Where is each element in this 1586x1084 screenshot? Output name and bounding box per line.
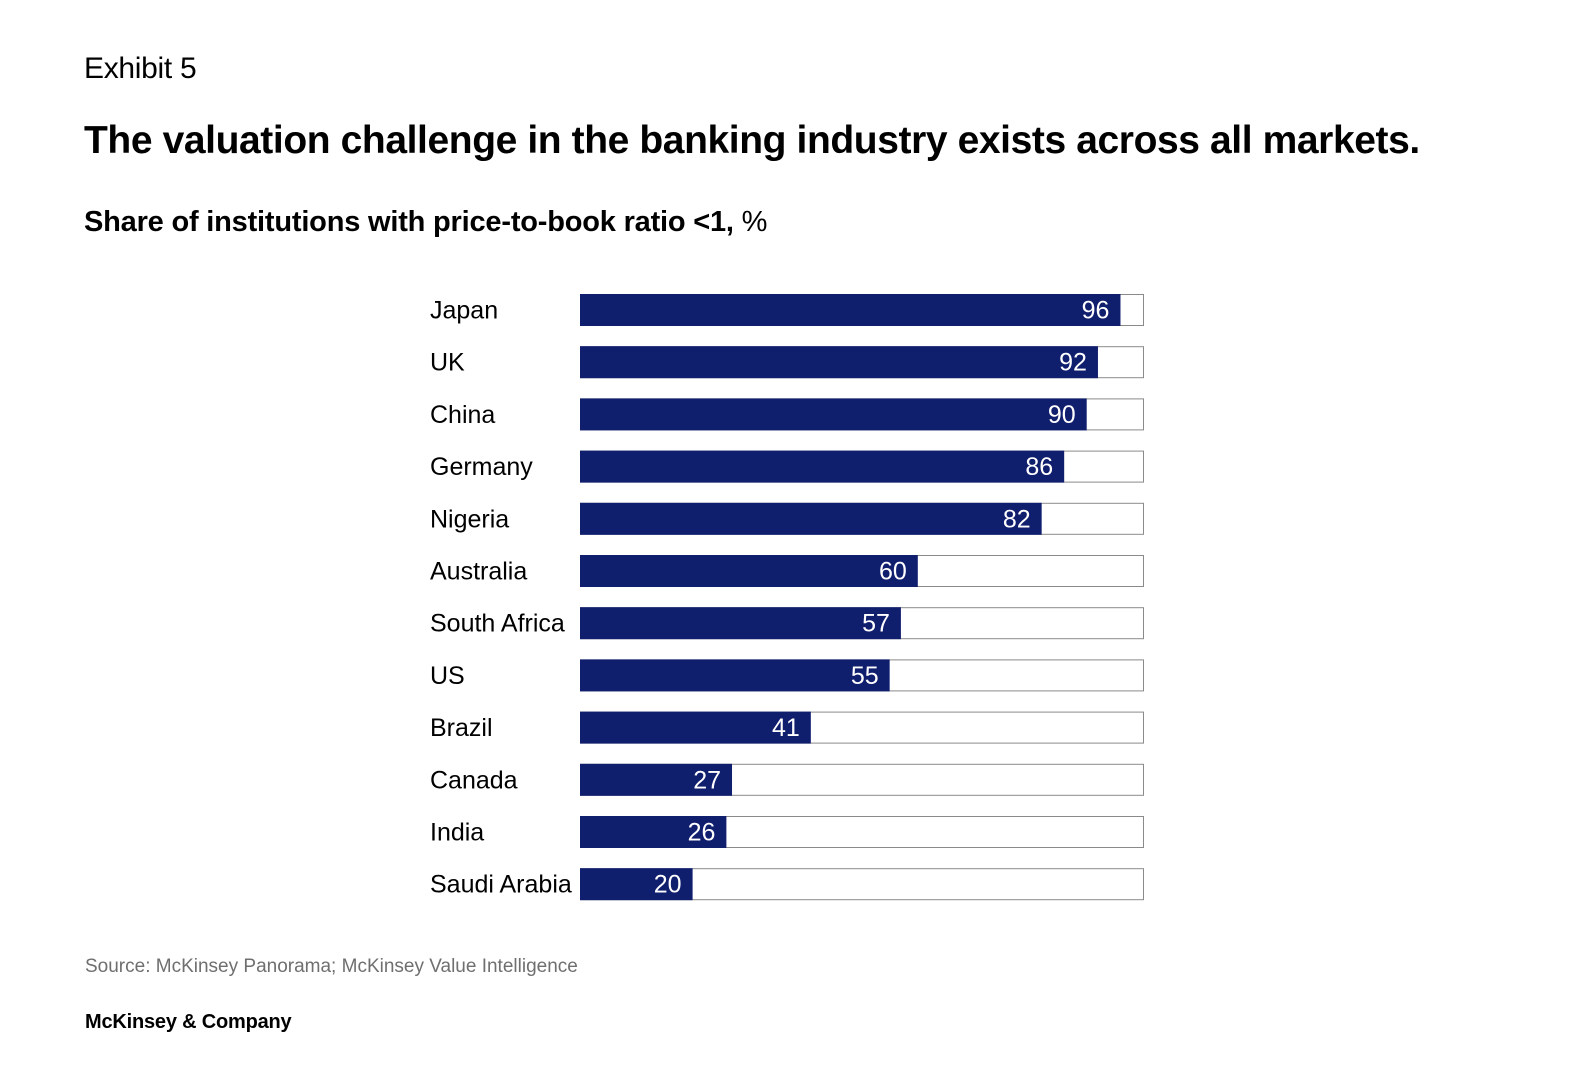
bar-row: Japan 96 (430, 294, 1144, 326)
bar (580, 502, 1042, 535)
bar-row: Saudi Arabia 20 (430, 868, 1144, 901)
value-label: 57 (862, 610, 890, 638)
bar-row: South Africa 57 (430, 607, 1144, 640)
value-label: 60 (879, 558, 907, 586)
category-label: Japan (430, 297, 498, 325)
value-label: 90 (1048, 401, 1076, 429)
bar-row: Australia 60 (430, 555, 1144, 587)
bar-row: Nigeria 82 (430, 502, 1144, 535)
category-label: South Africa (430, 610, 565, 638)
bar (580, 346, 1098, 379)
exhibit-label: Exhibit 5 (84, 52, 197, 85)
category-label: China (430, 401, 495, 429)
bar (580, 659, 890, 692)
bar-row: Canada 27 (430, 763, 1144, 796)
category-label: Australia (430, 558, 527, 586)
category-label: India (430, 819, 484, 847)
category-label: Germany (430, 453, 533, 481)
bar (580, 450, 1065, 483)
bar (580, 816, 727, 848)
bar-row: China 90 (430, 398, 1144, 431)
bar-row: UK 92 (430, 346, 1144, 379)
bar (580, 607, 901, 640)
category-label: US (430, 662, 465, 690)
value-label: 55 (851, 662, 879, 690)
bar (580, 398, 1087, 431)
bar-row: Brazil 41 (430, 711, 1144, 744)
bar-row: Germany 86 (430, 450, 1144, 483)
chart-headline: The valuation challenge in the banking i… (84, 119, 1420, 162)
value-label: 82 (1003, 505, 1031, 533)
value-label: 26 (688, 819, 716, 847)
bar-row: India 26 (430, 816, 1144, 848)
category-label: Nigeria (430, 505, 509, 533)
source-note: Source: McKinsey Panorama; McKinsey Valu… (85, 956, 578, 977)
bar (580, 711, 811, 744)
bar (580, 763, 733, 796)
value-label: 92 (1059, 349, 1087, 377)
bar (580, 294, 1121, 326)
subtitle-unit: % (741, 206, 768, 238)
bar (580, 555, 918, 587)
value-label: 20 (654, 871, 682, 899)
brand-logo-text: McKinsey & Company (85, 1011, 292, 1033)
value-label: 41 (772, 714, 800, 742)
value-label: 96 (1082, 297, 1110, 325)
chart-subtitle: Share of institutions with price-to-book… (84, 206, 767, 239)
category-label: UK (430, 349, 465, 377)
value-label: 86 (1025, 453, 1053, 481)
category-label: Canada (430, 766, 518, 794)
bar-row: US 55 (430, 659, 1144, 692)
category-label: Saudi Arabia (430, 871, 572, 899)
subtitle-text: Share of institutions with price-to-book… (84, 206, 734, 238)
value-label: 27 (693, 766, 721, 794)
category-label: Brazil (430, 714, 493, 742)
bar (580, 868, 693, 901)
